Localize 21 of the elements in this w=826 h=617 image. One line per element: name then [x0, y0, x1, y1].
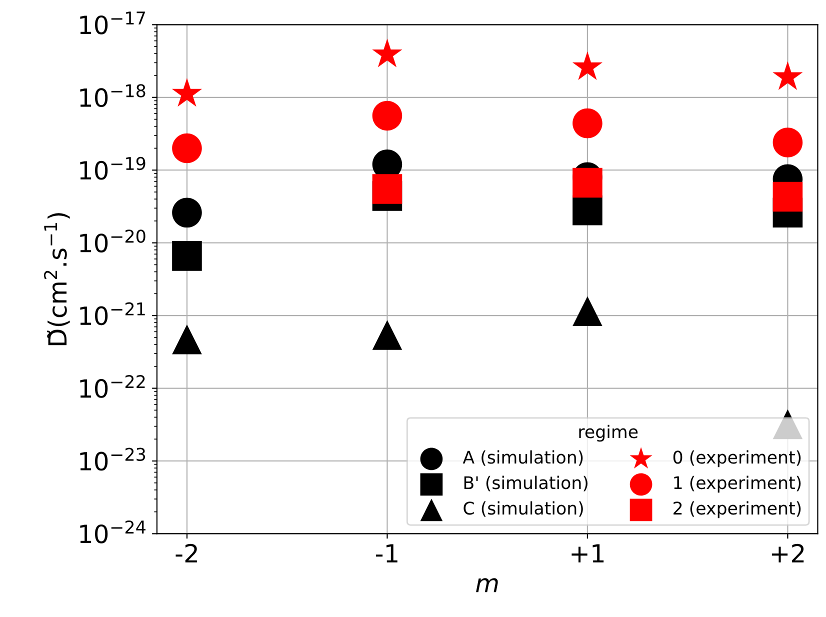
x-tick-label: +1 [572, 544, 604, 562]
legend-label: A (simulation) [462, 450, 583, 466]
legend-label: B' (simulation) [464, 476, 588, 492]
x-tick-label: +2 [772, 544, 804, 562]
y-tick-label: 10$^{−24}$ [80, 520, 146, 544]
x-axis-title: m [476, 578, 498, 592]
y-tick-label: 10$^{−20}$ [80, 230, 146, 252]
y-tick-label: 10$^{−19}$ [80, 156, 146, 180]
legend-label: 0 (experiment) [673, 450, 801, 468]
y-tick-label: 10$^{−21}$ [80, 302, 145, 326]
legend-label: 2 (experiment) [674, 501, 801, 518]
y-tick-label: 10$^{−22}$ [80, 375, 145, 398]
y-axis-title: D̃(cm$^{2}$.s$^{−1}$) [44, 213, 70, 346]
legend-label: C (simulation) [464, 501, 583, 517]
y-tick-label: 10$^{−18}$ [80, 84, 146, 108]
y-tick-label: 10$^{−17}$ [80, 12, 145, 34]
y-tick-label: 10$^{−23}$ [80, 448, 146, 471]
x-tick-label: -1 [376, 544, 398, 562]
x-tick-label: -2 [176, 544, 197, 562]
legend-label: 1 (experiment) [674, 476, 801, 493]
legend-title: regime [579, 424, 638, 442]
